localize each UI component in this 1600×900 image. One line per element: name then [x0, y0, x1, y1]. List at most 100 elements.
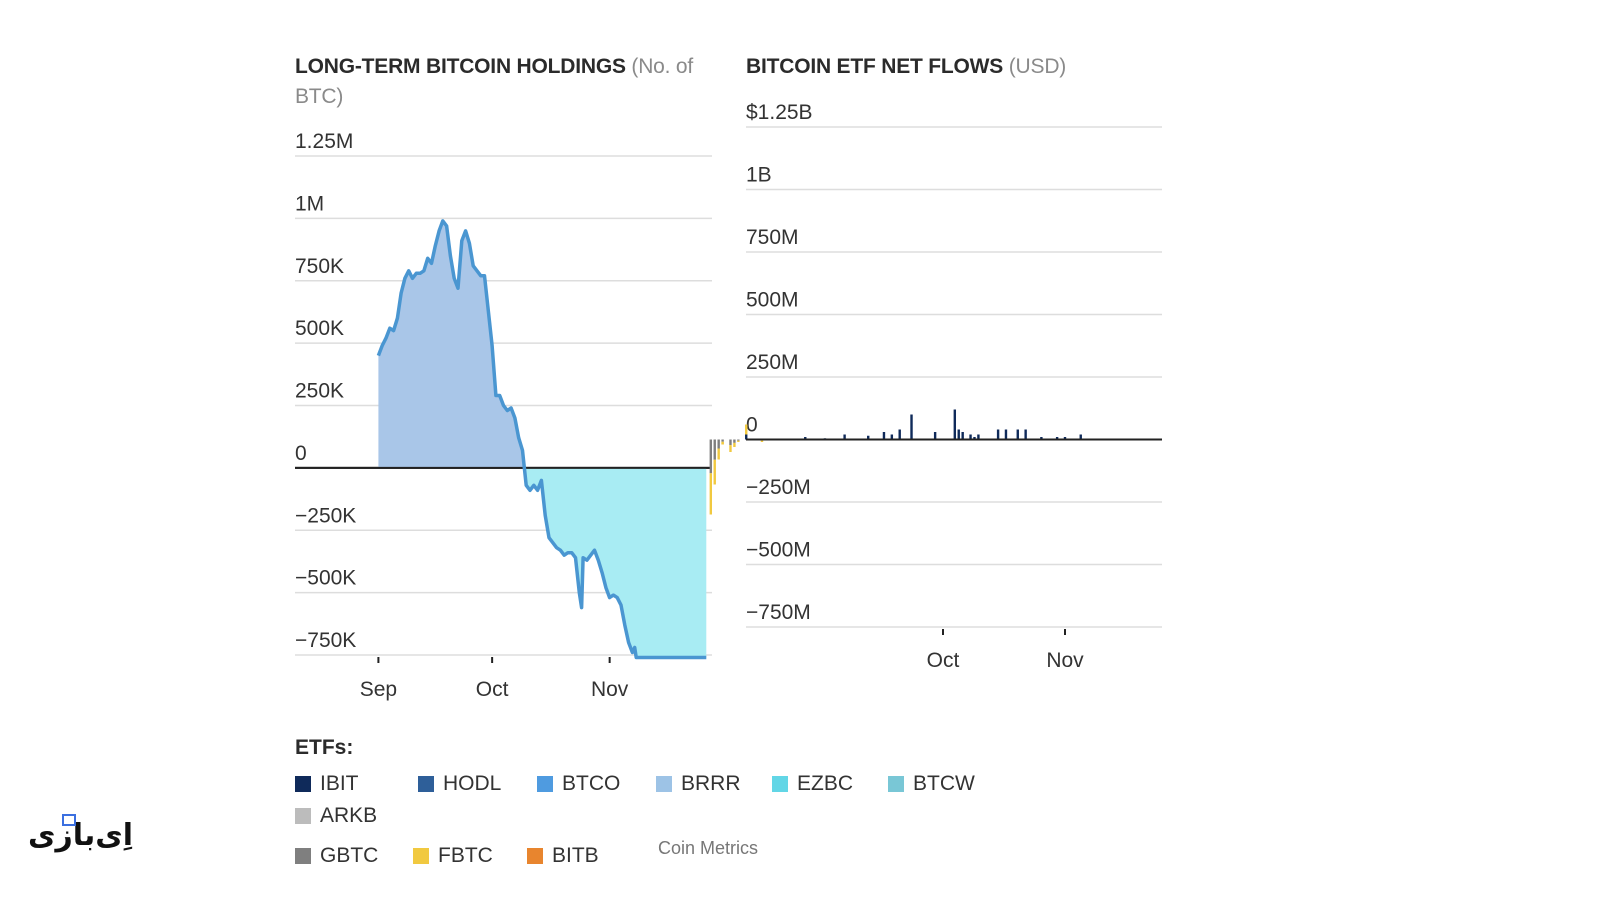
- legend-swatch: [295, 776, 311, 792]
- left-y-tick-label: −250K: [295, 504, 356, 527]
- flow-bar-fbtc-negative: [721, 441, 724, 445]
- flow-bar-ibit: [867, 435, 870, 440]
- flow-bar-ibit: [1063, 437, 1067, 440]
- flow-bar-ibit: [745, 434, 748, 440]
- right-y-tick-label: −250M: [746, 476, 811, 499]
- legend-label: BTCW: [913, 772, 975, 795]
- legend-label: GBTC: [320, 844, 379, 867]
- flow-bar-gbtc: [717, 439, 720, 449]
- flow-bar-ibit: [973, 437, 976, 440]
- flow-bar-ibit: [1079, 434, 1082, 440]
- right-y-tick-label: −500M: [746, 539, 811, 562]
- flow-bar-fbtc-negative: [717, 448, 720, 460]
- legend-item-btco: BTCO: [537, 772, 656, 796]
- legend-swatch: [418, 776, 434, 792]
- right-x-tick-label: Nov: [1046, 649, 1084, 672]
- flow-bar-gbtc: [729, 439, 732, 446]
- left-chart-title-text: LONG-TERM BITCOIN HOLDINGS: [295, 55, 626, 78]
- right-y-tick-label: 250M: [746, 351, 799, 374]
- left-y-tick-label: 250K: [295, 380, 344, 403]
- legend-swatch: [772, 776, 788, 792]
- legend-swatch: [656, 776, 672, 792]
- legend-swatch: [527, 848, 543, 864]
- legend-swatch: [295, 808, 311, 824]
- legend-label: BTCO: [562, 772, 621, 795]
- logo-text: اِی‌بازی: [28, 818, 134, 853]
- left-y-tick-label: 1.25M: [295, 130, 353, 153]
- left-y-tick-label: −500K: [295, 567, 356, 590]
- flow-bar-ibit: [804, 437, 807, 440]
- flow-bar-fbtc-negative: [733, 442, 736, 447]
- legend-item-ezbc: EZBC: [772, 772, 888, 796]
- legend-item-fbtc: FBTC: [413, 844, 527, 868]
- flow-bar-gbtc: [737, 439, 740, 441]
- flow-bar-gbtc: [713, 439, 716, 460]
- site-logo: اِی‌بازی: [28, 812, 133, 856]
- right-y-tick-label: 750M: [746, 226, 799, 249]
- left-y-tick-label: 500K: [295, 317, 344, 340]
- flow-bar-fbtc-negative: [737, 440, 740, 442]
- left-y-tick-label: 1M: [295, 192, 324, 215]
- flow-bar-ibit: [843, 434, 846, 440]
- flow-bar-ibit: [1055, 437, 1059, 440]
- flow-bar-ibit: [1040, 437, 1043, 440]
- holdings-negative-area: [378, 467, 707, 658]
- left-chart-unit: (No. of BTC): [295, 55, 694, 108]
- flow-bar-fbtc-negative: [729, 445, 732, 452]
- right-y-tick-label: $1.25B: [746, 101, 813, 124]
- legend-item-ibit: IBIT: [295, 772, 418, 796]
- flow-bar-fbtc-negative: [709, 473, 713, 515]
- flow-bar-ibit: [969, 434, 972, 440]
- legend-label: HODL: [443, 772, 502, 795]
- legend: IBIT HODL BTCO BRRR EZBC BTCW ARKB GBTC FBTC BITB: [295, 772, 1115, 868]
- right-y-tick-label: −750M: [746, 601, 811, 624]
- logo-mark-icon: [62, 814, 76, 826]
- left-y-tick-label: 750K: [295, 255, 344, 278]
- legend-item-btcw: BTCW: [888, 772, 1009, 796]
- flow-bar-ibit: [1004, 429, 1008, 440]
- legend-item-gbtc: GBTC: [295, 844, 413, 868]
- left-x-tick-label: Sep: [360, 678, 397, 701]
- legend-label: FBTC: [438, 844, 493, 867]
- legend-swatch: [888, 776, 904, 792]
- right-chart-title-text: BITCOIN ETF NET FLOWS: [746, 55, 1004, 78]
- flow-bar-fbtc-negative: [713, 459, 716, 485]
- legend-label: EZBC: [797, 772, 854, 795]
- flow-bar-ibit: [977, 434, 980, 440]
- legend-item-hodl: HODL: [418, 772, 537, 796]
- left-chart-title: LONG-TERM BITCOIN HOLDINGS (No. of BTC): [295, 52, 715, 112]
- holdings-positive-area: [378, 220, 707, 468]
- flow-bar-gbtc: [709, 439, 713, 474]
- legend-item-bitb: BITB: [527, 844, 641, 868]
- legend-swatch: [537, 776, 553, 792]
- right-x-tick-label: Oct: [927, 649, 960, 672]
- legend-item-arkb: ARKB: [295, 804, 407, 828]
- flow-bar-ibit: [957, 429, 960, 440]
- right-chart-title: BITCOIN ETF NET FLOWS (USD): [746, 52, 1186, 82]
- left-y-tick-label: −750K: [295, 629, 356, 652]
- legend-item-brrr: BRRR: [656, 772, 772, 796]
- right-chart-unit: (USD): [1008, 55, 1067, 78]
- flow-bar-ibit: [996, 429, 1000, 440]
- legend-swatch: [413, 848, 429, 864]
- source-label: Coin Metrics: [658, 838, 759, 858]
- left-x-tick-label: Oct: [476, 678, 509, 701]
- left-x-tick-label: Nov: [591, 678, 629, 701]
- flow-bar-fbtc: [745, 424, 748, 435]
- right-y-tick-label: 0: [746, 414, 758, 437]
- flow-bar-ibit: [1016, 429, 1019, 440]
- legend-label: BITB: [552, 844, 599, 867]
- flow-bar-gbtc: [721, 439, 724, 442]
- flow-bar-ibit: [961, 432, 964, 440]
- legend-label: ARKB: [320, 804, 378, 827]
- holdings-line: [376, 219, 707, 660]
- legend-label: BRRR: [681, 772, 741, 795]
- flow-bar-fbtc-negative: [760, 440, 764, 442]
- flow-bar-ibit: [910, 414, 913, 440]
- flow-bar-ibit: [882, 432, 886, 440]
- flow-bar-ibit: [1024, 429, 1027, 440]
- right-y-tick-label: 500M: [746, 289, 799, 312]
- holdings-area-chart: 1.25M 1M 750K 500K 250K 0 −250K −500K −750K Sep Oc…: [295, 130, 712, 701]
- flow-bar-ibit: [953, 409, 957, 440]
